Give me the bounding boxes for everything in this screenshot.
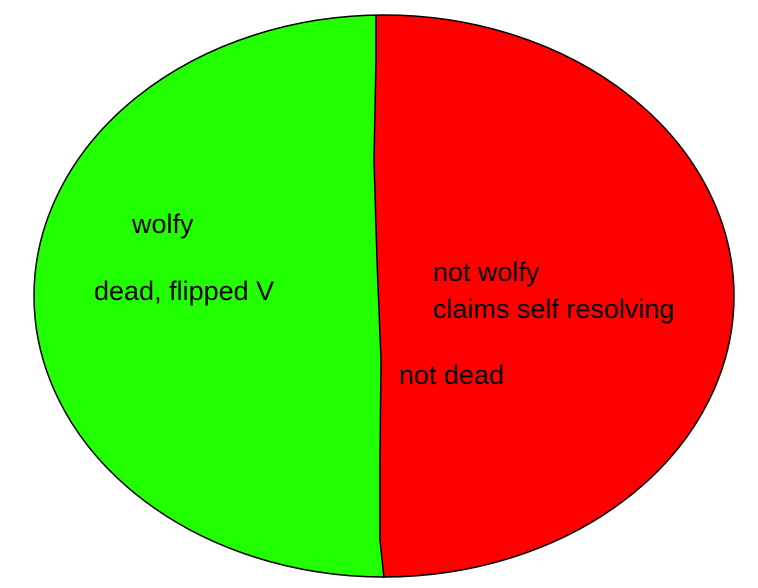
ellipse-outline <box>33 14 735 578</box>
label-wolfy: wolfy <box>131 209 194 239</box>
label-claims-self-resolving: claims self resolving <box>433 294 675 324</box>
label-not-wolfy: not wolfy <box>433 257 540 287</box>
divider-line <box>373 15 385 579</box>
left-region-fill <box>34 15 384 577</box>
label-not-dead: not dead <box>399 360 504 390</box>
label-dead-flipped-v: dead, flipped V <box>94 276 274 306</box>
right-region-fill <box>374 15 734 577</box>
